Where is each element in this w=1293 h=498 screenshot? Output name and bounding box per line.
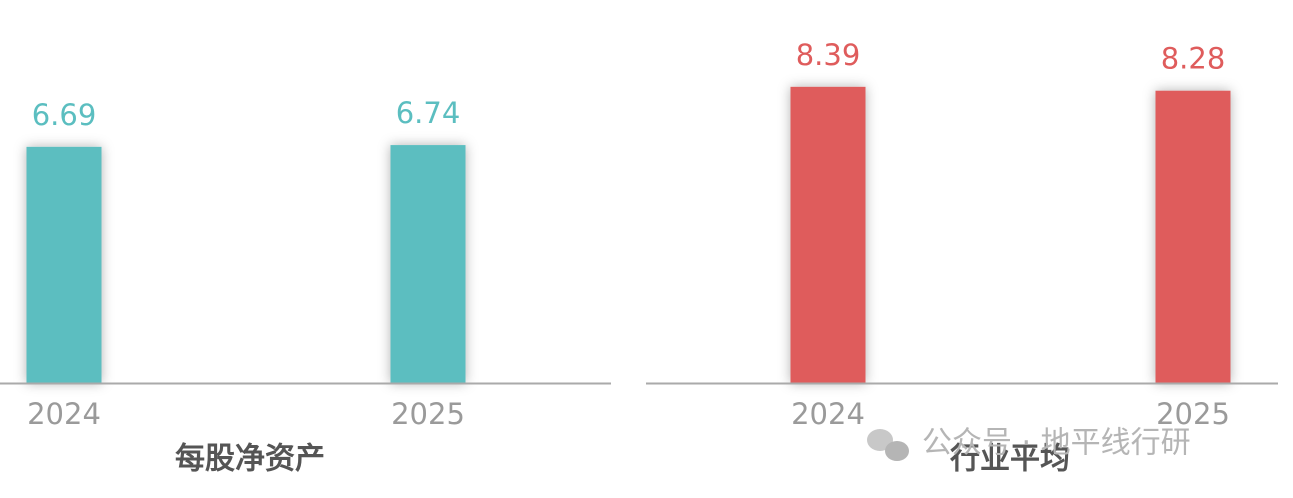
watermark: 公众号 · 地平线行研 [867,426,1191,461]
x-tick-label: 2024 [791,397,865,431]
value-label: 8.28 [1161,42,1226,76]
bar [1155,90,1231,383]
x-tick-label: 2025 [391,397,465,431]
bar [390,145,466,383]
value-label: 6.74 [396,96,461,130]
bar [26,146,102,383]
x-tick-label: 2025 [1156,397,1230,431]
chart-title: 行业平均 [949,442,1070,477]
bar [790,86,866,383]
chart-title: 每股净资产 [175,442,325,477]
watermark-text: 公众号 · 地平线行研 [922,426,1191,461]
value-label: 8.39 [796,38,861,72]
value-label: 6.69 [32,98,97,132]
x-tick-label: 2024 [27,397,101,431]
